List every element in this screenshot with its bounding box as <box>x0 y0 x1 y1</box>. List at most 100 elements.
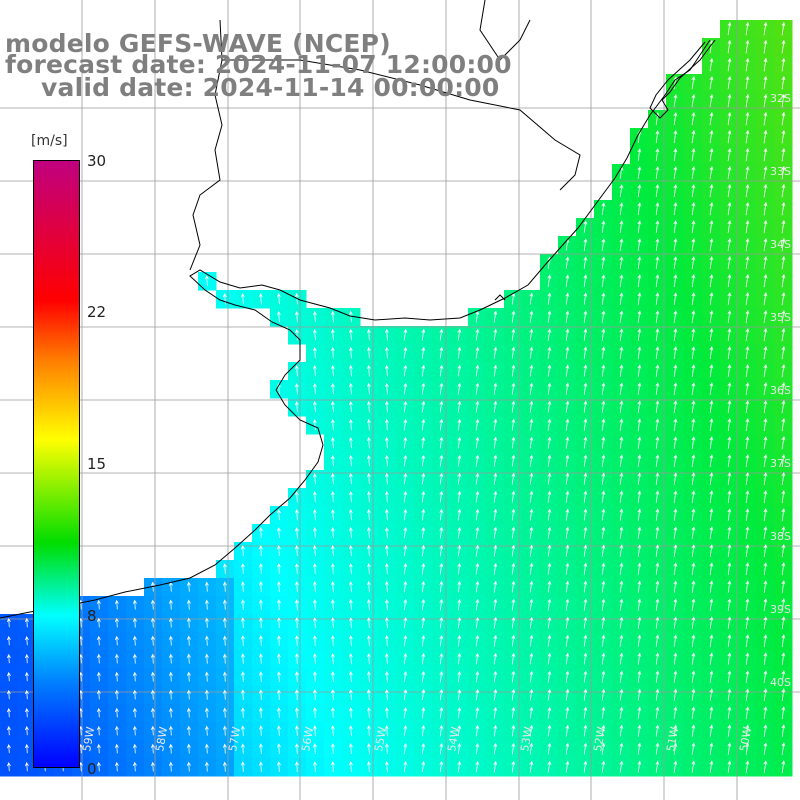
wind-arrow <box>565 670 570 683</box>
wind-arrow <box>366 328 371 341</box>
wind-arrow <box>781 364 786 378</box>
wind-arrow <box>691 112 696 126</box>
wind-arrow <box>619 508 624 521</box>
wind-arrow <box>258 761 263 772</box>
wind-arrow <box>763 706 768 719</box>
wind-arrow <box>6 762 11 772</box>
wind-arrow <box>709 670 714 683</box>
wind-arrow <box>475 760 480 773</box>
wind-arrow <box>276 689 281 700</box>
wind-arrow <box>547 454 552 467</box>
wind-arrow <box>312 671 317 683</box>
wind-arrow <box>709 346 714 360</box>
model-title: modelo GEFS-WAVE (NCEP) <box>5 29 391 58</box>
wind-arrow <box>493 616 498 629</box>
wind-arrow <box>421 472 426 485</box>
wind-arrow <box>403 634 408 647</box>
wind-arrow <box>763 760 768 773</box>
wind-arrow <box>565 382 570 395</box>
wind-arrow <box>348 761 353 773</box>
wind-arrow <box>511 724 516 737</box>
wind-arrow <box>366 382 371 395</box>
wind-arrow <box>547 274 552 287</box>
wind-arrow <box>763 472 768 486</box>
wind-arrow <box>709 544 714 557</box>
wind-arrow <box>366 364 371 377</box>
wind-arrow <box>691 580 696 593</box>
wind-arrow <box>475 562 480 575</box>
wind-arrow <box>709 508 714 521</box>
wind-arrow <box>384 364 389 377</box>
wind-arrow <box>384 490 389 503</box>
wind-arrow <box>601 616 606 629</box>
wind-arrow <box>619 184 624 197</box>
wind-arrow <box>493 310 498 323</box>
wind-arrow <box>745 598 750 611</box>
wind-arrow <box>547 652 552 665</box>
wind-arrow <box>330 490 335 503</box>
wind-arrow <box>6 617 11 628</box>
wind-arrow <box>673 616 678 629</box>
wind-arrow <box>763 598 768 611</box>
wind-arrow <box>96 761 101 772</box>
colorbar-tick-label: 8 <box>87 607 97 625</box>
wind-arrow <box>204 617 209 628</box>
wind-arrow <box>745 724 750 737</box>
wind-arrow <box>132 653 137 664</box>
wind-arrow <box>150 761 155 772</box>
wind-arrow <box>637 490 642 503</box>
wind-arrow <box>745 346 750 360</box>
wind-arrow <box>312 743 317 755</box>
wind-arrow <box>529 562 534 575</box>
wind-arrow <box>475 580 480 593</box>
wind-arrow <box>745 400 750 414</box>
wind-arrow <box>511 706 516 719</box>
wind-arrow <box>132 599 137 610</box>
latitude-label: 35S <box>770 311 791 324</box>
wind-arrow <box>655 364 660 377</box>
wind-arrow <box>222 761 227 772</box>
wind-arrow <box>691 256 696 270</box>
wind-arrow <box>691 238 696 252</box>
wind-arrow <box>366 742 371 755</box>
wind-arrow <box>763 526 768 540</box>
wind-arrow <box>547 436 552 449</box>
wind-arrow <box>781 382 786 396</box>
wind-arrow <box>366 472 371 485</box>
wind-arrow <box>763 580 768 593</box>
wind-arrow <box>348 635 353 647</box>
wind-arrow <box>673 346 678 359</box>
wind-arrow <box>655 184 660 198</box>
wind-arrow <box>403 743 408 755</box>
wind-arrow <box>421 364 426 377</box>
wind-arrow <box>781 292 786 306</box>
wind-arrow <box>781 147 786 162</box>
wind-arrow <box>637 688 642 701</box>
wind-arrow <box>565 364 570 377</box>
latitude-label: 40S <box>770 676 791 689</box>
wind-arrow <box>781 454 786 468</box>
wind-arrow <box>529 346 534 359</box>
wind-arrow <box>330 472 335 485</box>
wind-arrow <box>222 635 227 646</box>
latitude-label: 36S <box>770 384 791 397</box>
wind-arrow <box>655 166 660 180</box>
wind-arrow <box>457 508 462 521</box>
wind-arrow <box>763 129 768 144</box>
wind-arrow <box>709 580 714 593</box>
wind-arrow <box>763 616 768 629</box>
wind-arrow <box>709 148 714 162</box>
wind-arrow <box>745 616 750 629</box>
wind-arrow <box>619 292 624 305</box>
wind-arrow <box>763 634 768 647</box>
wind-arrow <box>493 526 498 539</box>
wind-arrow <box>222 581 227 592</box>
wind-arrow <box>403 689 408 701</box>
wind-arrow <box>547 634 552 647</box>
wind-arrow <box>421 544 426 557</box>
wind-arrow <box>745 652 750 665</box>
wind-arrow <box>457 598 462 611</box>
wind-arrow <box>565 544 570 557</box>
wind-arrow <box>619 760 624 773</box>
wind-arrow <box>439 364 444 377</box>
